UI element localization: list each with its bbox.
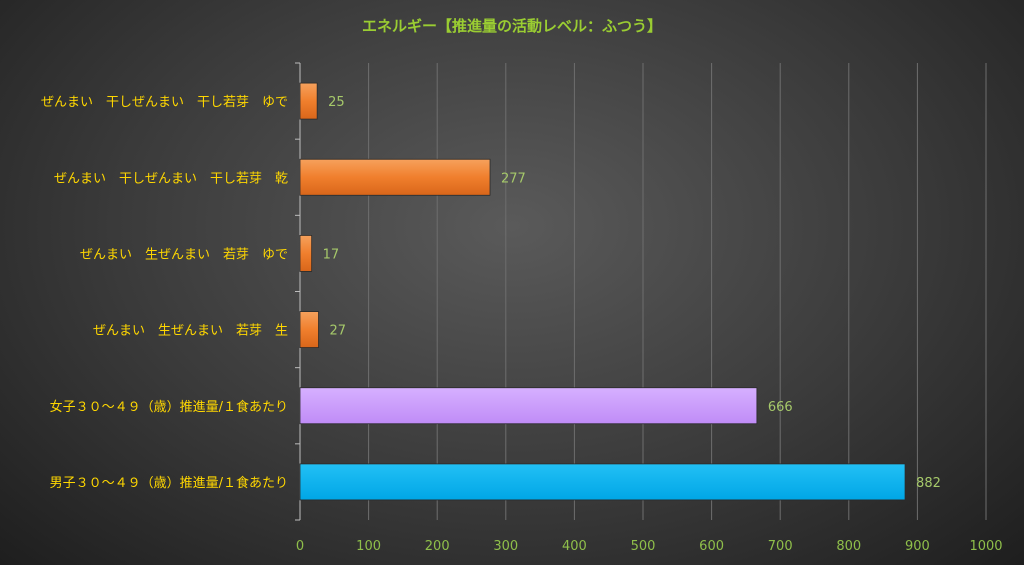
bar <box>299 235 313 272</box>
x-tick-label: 300 <box>493 539 518 554</box>
category-label: ぜんまい 生ぜんまい 若芽 生 <box>93 323 288 339</box>
bar <box>299 158 491 196</box>
data-label: 25 <box>328 95 345 110</box>
x-tick-label: 0 <box>296 539 304 554</box>
bar <box>299 82 318 120</box>
x-tick-label: 800 <box>836 539 861 554</box>
bars <box>299 82 906 501</box>
data-label: 27 <box>330 324 347 339</box>
bar <box>299 463 906 501</box>
data-label: 277 <box>501 171 526 186</box>
x-tick-label: 900 <box>905 539 930 554</box>
data-label: 882 <box>916 476 941 491</box>
x-tick-label: 1000 <box>969 539 1002 554</box>
category-label: ぜんまい 生ぜんまい 若芽 ゆで <box>80 246 288 262</box>
bar <box>299 311 319 348</box>
category-label: 男子３０～４９（歳）推進量/１食あたり <box>50 475 288 491</box>
x-tick-label: 700 <box>768 539 793 554</box>
chart-title: エネルギー【推進量の活動レベル：ふつう】 <box>362 17 662 35</box>
category-label: 女子３０～４９（歳）推進量/１食あたり <box>50 399 288 415</box>
bar <box>299 387 758 425</box>
x-tick-label: 100 <box>356 539 381 554</box>
x-tick-label: 500 <box>631 539 656 554</box>
data-label: 666 <box>768 400 793 415</box>
x-tick-label: 200 <box>425 539 450 554</box>
category-label: ぜんまい 干しぜんまい 干し若芽 乾 <box>54 170 288 186</box>
x-tick-label: 400 <box>562 539 587 554</box>
labels: 0 100 200 300 400 500 600 700 800 900 1000 ぜんまい 干しぜ… <box>41 94 1003 554</box>
data-label: 17 <box>323 247 340 262</box>
x-tick-label: 600 <box>699 539 724 554</box>
category-label: ぜんまい 干しぜんまい 干し若芽 ゆで <box>41 94 288 110</box>
gridlines <box>295 62 987 521</box>
